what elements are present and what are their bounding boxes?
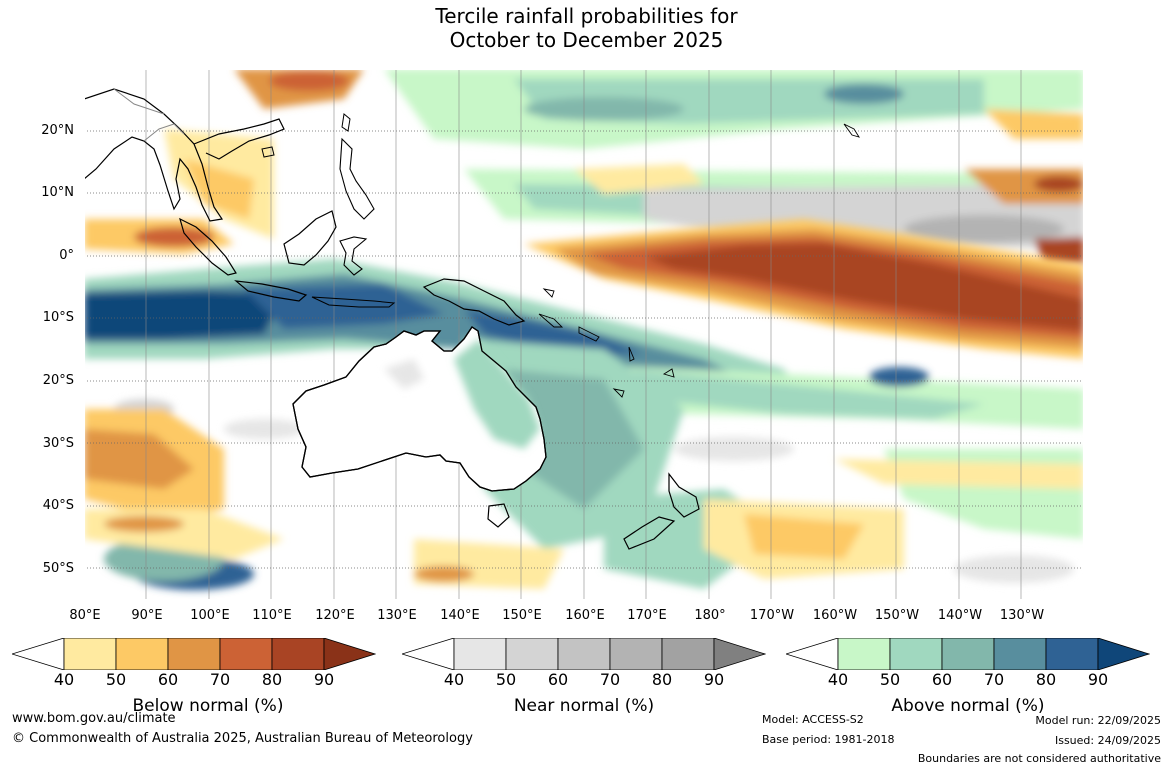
above-tick-90: 90 [1087,670,1109,689]
near-tick-70: 70 [599,670,621,689]
below-tick-70: 70 [209,670,231,689]
sumatra [179,217,237,276]
below-tick-90: 90 [313,670,335,689]
above-tick-70: 70 [983,670,1005,689]
above-tick-60: 60 [931,670,953,689]
new-zealand-south-island [623,516,676,550]
above-normal-colorbar [786,638,1150,670]
website-link[interactable]: www.bom.gov.au/climate [12,711,176,726]
lon-label-110e: 110°E [252,608,292,623]
sulawesi [339,236,368,276]
lat-label-40s: 40°S [42,498,74,513]
above-tick-80: 80 [1035,670,1057,689]
lon-label-140e: 140°E [440,608,480,623]
new-guinea [422,278,526,326]
lon-label-130e: 130°E [377,608,417,623]
near-cbar-swatch-50-60 [505,638,559,670]
below-tick-40: 40 [53,670,75,689]
below-tick-80: 80 [261,670,283,689]
base-period: Base period: 1981-2018 [762,733,895,746]
below-tick-60: 60 [157,670,179,689]
below-cbar-swatch-50-60 [115,638,169,670]
lon-label-180: 180° [694,608,726,623]
lat-label-10n: 10°N [41,185,74,200]
below-cbar-swatch-60-70 [167,638,221,670]
below-normal-label: Below normal (%) [132,696,284,716]
lat-label-20s: 20°S [42,373,74,388]
southeast-asia-mainland [84,88,224,222]
above-cbar-swatch-70-80 [993,638,1047,670]
below-cbar-lower-arrow [12,638,65,670]
borneo [283,210,337,266]
title-line-2: October to December 2025 [449,28,724,52]
near-cbar-upper-arrow [713,638,766,670]
south-china-coast [193,118,285,160]
above-cbar-lower-arrow [786,638,839,670]
country-borders [113,88,185,142]
near-cbar-swatch-40-50 [453,638,507,670]
lon-label-130w: 130°W [999,608,1045,623]
below-normal-colorbar [12,638,376,670]
australia-interior-shading [384,339,540,449]
below-tick-50: 50 [105,670,127,689]
near-cbar-swatch-70-80 [609,638,663,670]
copyright-notice: © Commonwealth of Australia 2025, Austra… [12,731,473,746]
issued-date: Issued: 24/09/2025 [1054,734,1161,747]
above-cbar-swatch-50-60 [889,638,943,670]
lon-label-170e: 170°E [627,608,667,623]
above-cbar-swatch-60-70 [941,638,995,670]
lon-label-150e: 150°E [502,608,542,623]
lon-label-160e: 160°E [565,608,605,623]
lon-label-90e: 90°E [131,608,163,623]
lon-label-140w: 140°W [937,608,983,623]
lon-label-80e: 80°E [69,608,101,623]
below-cbar-swatch-40-50 [63,638,117,670]
above-normal-label: Above normal (%) [891,696,1045,716]
lat-label-50s: 50°S [42,561,74,576]
lat-label-equator: 0° [59,248,74,263]
tasmania [487,503,510,528]
model-name: Model: ACCESS-S2 [762,713,864,726]
lon-label-160w: 160°W [812,608,858,623]
lon-label-170w: 170°W [749,608,795,623]
above-tick-50: 50 [879,670,901,689]
lat-label-10s: 10°S [42,310,74,325]
above-cbar-swatch-40-50 [837,638,891,670]
below-cbar-swatch-70-80 [219,638,273,670]
above-cbar-swatch-80-90 [1045,638,1099,670]
near-normal-label: Near normal (%) [513,696,655,716]
java [234,280,308,302]
near-cbar-swatch-80-90 [661,638,715,670]
below-cbar-swatch-80-90 [271,638,325,670]
lon-label-100e: 100°E [190,608,230,623]
meridians [145,69,1022,600]
near-normal-colorbar [402,638,766,670]
lat-label-30s: 30°S [42,436,74,451]
lon-label-150w: 150°W [874,608,920,623]
near-tick-90: 90 [703,670,725,689]
below-cbar-upper-arrow [323,638,376,670]
near-cbar-lower-arrow [402,638,455,670]
boundaries-disclaimer: Boundaries are not considered authoritat… [917,752,1161,765]
near-tick-50: 50 [495,670,517,689]
rainfall-probability-map [84,69,1084,600]
above-tick-40: 40 [827,670,849,689]
hainan-taiwan [261,113,351,158]
above-cbar-upper-arrow [1097,638,1150,670]
model-run-date: Model run: 22/09/2025 [1035,714,1161,727]
near-tick-80: 80 [651,670,673,689]
map-frame [84,69,1084,600]
near-tick-60: 60 [547,670,569,689]
near-cbar-swatch-60-70 [557,638,611,670]
lon-label-120e: 120°E [315,608,355,623]
new-zealand-north-island [668,472,700,518]
pacific-islands [538,123,861,398]
near-tick-40: 40 [443,670,465,689]
lesser-sunda-islands [311,296,396,308]
map-title: Tercile rainfall probabilities for Octob… [0,4,1173,52]
philippines [339,137,375,220]
lat-label-20n: 20°N [41,123,74,138]
title-line-1: Tercile rainfall probabilities for [435,4,738,28]
